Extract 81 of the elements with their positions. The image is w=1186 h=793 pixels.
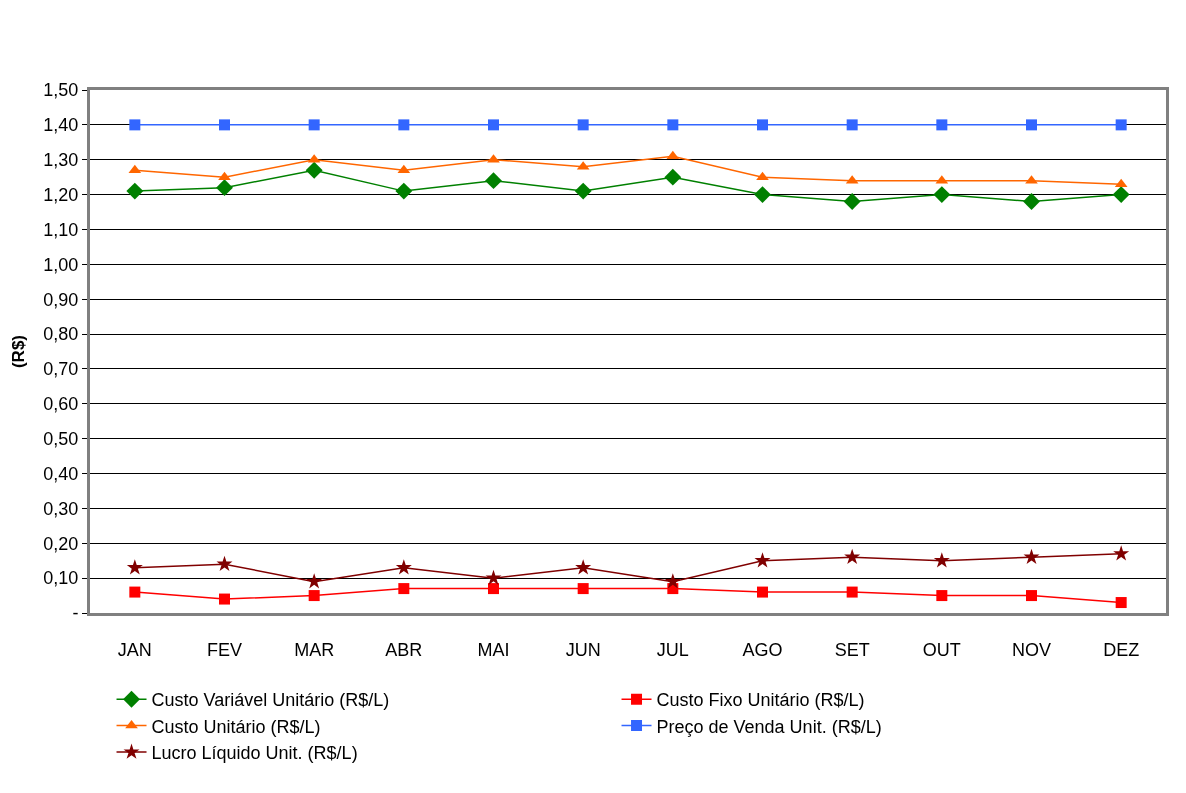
x-tick-label: MAI [477, 639, 510, 660]
y-tick-label: 0,60 [43, 394, 79, 415]
point [129, 119, 141, 131]
point [1023, 548, 1040, 565]
point [488, 119, 499, 131]
y-tick-label: 1,40 [43, 115, 79, 136]
point [485, 569, 502, 585]
point [398, 119, 410, 131]
point [754, 552, 771, 568]
y-tick-label: 0,70 [43, 359, 79, 380]
y-tick-label: 1,10 [43, 219, 79, 240]
point [577, 119, 589, 131]
point [664, 573, 681, 589]
point [219, 593, 230, 605]
x-tick-label: ABR [385, 639, 423, 660]
point [1115, 119, 1127, 131]
y-tick-label: 1,20 [43, 184, 79, 205]
y-tick-label: 1,50 [43, 80, 79, 101]
y-tick-label: 0,50 [43, 428, 79, 449]
point [216, 555, 233, 571]
point [126, 559, 143, 575]
legend-label: Custo Fixo Unitário (R$/L) [656, 690, 865, 711]
point [844, 548, 861, 565]
y-tick-label: 1,00 [43, 254, 79, 275]
y-tick-label: 0,30 [43, 498, 79, 519]
point [126, 182, 144, 200]
point [754, 186, 771, 204]
point [667, 119, 679, 131]
legend-label: Custo Unitário (R$/L) [151, 716, 321, 737]
point [1113, 545, 1130, 561]
legend-label: Preço de Venda Unit. (R$/L) [656, 716, 882, 737]
legend-label: Custo Variável Unitário (R$/L) [151, 690, 390, 711]
point [577, 583, 589, 595]
point [308, 590, 320, 602]
point [846, 119, 858, 131]
point [305, 161, 323, 179]
y-tick-label: - [72, 603, 79, 624]
point [933, 186, 951, 204]
x-tick-label: SET [834, 639, 870, 660]
y-tick-label: 0,90 [43, 289, 79, 310]
x-tick-label: AGO [742, 639, 783, 660]
point [308, 119, 320, 131]
point [1026, 590, 1037, 602]
point [1112, 186, 1130, 204]
y-tick-label: 0,40 [43, 463, 79, 484]
x-tick-label: JAN [117, 639, 152, 660]
point [488, 583, 499, 595]
legend-label: Lucro Líquido Unit. (R$/L) [151, 743, 358, 764]
point [216, 179, 233, 197]
point [936, 590, 948, 602]
x-tick-label: MAR [294, 639, 335, 660]
point [933, 552, 950, 568]
y-tick-label: 0,20 [43, 533, 79, 554]
point [1115, 597, 1127, 609]
x-tick-label: JUL [656, 639, 689, 660]
point [129, 586, 141, 598]
x-tick-label: NOV [1011, 639, 1052, 660]
point [395, 559, 412, 575]
y-tick-label: 0,10 [43, 568, 79, 589]
point [485, 172, 502, 190]
point [1023, 193, 1040, 211]
point [574, 182, 592, 200]
point [757, 586, 768, 598]
y-axis-title: (R$) [8, 334, 28, 369]
point [1026, 119, 1037, 131]
x-tick-label: DEZ [1103, 639, 1140, 660]
point [306, 573, 323, 589]
point [395, 182, 413, 200]
point [219, 119, 230, 131]
y-tick-label: 0,80 [43, 324, 79, 345]
point [664, 168, 682, 186]
point [757, 119, 768, 131]
point [843, 193, 861, 211]
point [398, 583, 410, 595]
x-tick-label: FEV [206, 639, 243, 660]
x-tick-label: JUN [565, 639, 601, 660]
point [936, 119, 948, 131]
x-tick-label: OUT [922, 639, 961, 660]
y-tick-label: 1,30 [43, 150, 79, 171]
point [575, 559, 592, 575]
point [846, 586, 858, 598]
